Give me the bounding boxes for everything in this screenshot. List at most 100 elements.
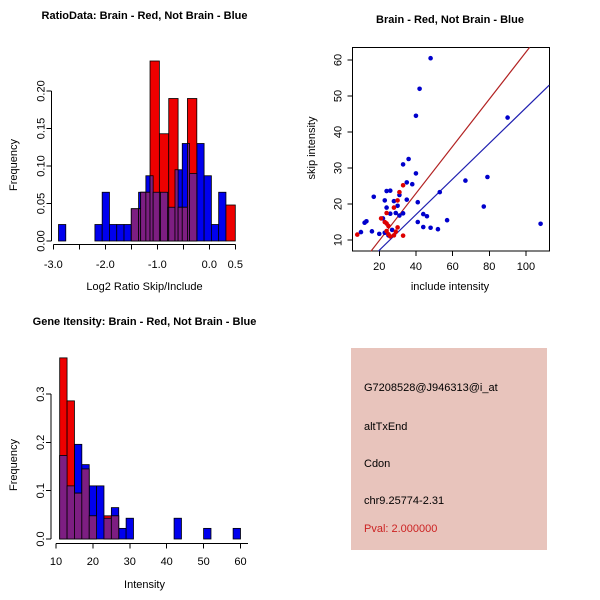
brain-fit-line [370, 47, 531, 252]
scatter-point [415, 219, 421, 225]
scatter-point [354, 232, 360, 237]
blue-bar [109, 224, 118, 242]
blue-bar [173, 517, 182, 540]
scatter-point [393, 210, 399, 216]
y-tick-label: 60 [332, 54, 344, 66]
gene-histogram-plot: 0.0 0.1 0.2 0.3 10 20 30 40 50 60 [35, 357, 248, 568]
x-tick-label: 30 [124, 556, 136, 568]
overlap-bar [74, 492, 83, 540]
scatter-point [376, 231, 382, 237]
ratio-histogram-plot: 0.00 0.05 0.10 0.15 0.20 -3.0 -2.0 -1.0 0.0 0.5 [36, 60, 243, 271]
scatter-point [378, 216, 384, 221]
scatter-point [389, 227, 395, 233]
blue-bar [116, 224, 125, 242]
scatter-point [391, 198, 397, 204]
scatter-point [382, 198, 388, 203]
event-type-text: altTxEnd [364, 421, 408, 433]
overlap-bar [145, 191, 151, 242]
ratio-histogram-xlabel: Log2 Ratio Skip/Include [86, 281, 203, 293]
scatter-point [481, 204, 487, 209]
x-tick-label: 0.5 [228, 259, 243, 271]
x-tick-label: 0.0 [202, 259, 217, 271]
scatter-point [463, 178, 468, 183]
scatter-point [387, 234, 393, 239]
scatter-point [415, 199, 421, 205]
scatter-point [400, 182, 406, 188]
scatter-point [404, 197, 410, 202]
scatter-point [369, 229, 375, 234]
scatter-point [384, 188, 389, 194]
overlap-bar [174, 169, 179, 242]
info-box: G7208528@J946313@i_at altTxEnd Cdon chr9… [351, 348, 547, 550]
blue-bar [96, 485, 105, 540]
scatter-point [395, 198, 400, 203]
y-tick-label: 0.0 [35, 531, 47, 546]
scatter-point [400, 162, 406, 167]
scatter-point [437, 189, 443, 195]
overlap-bar [88, 515, 97, 540]
plot-box [351, 46, 550, 252]
ratio-histogram-title: RatioData: Brain - Red, Not Brain - Blue [41, 10, 248, 22]
gene-histogram-xlabel: Intensity [124, 579, 165, 591]
blue-bar [123, 224, 132, 242]
blue-bar [118, 527, 127, 540]
overlap-bar [149, 175, 154, 242]
overlap-bar [103, 517, 112, 540]
scatter-point [400, 233, 406, 238]
overlap-bar [189, 173, 198, 242]
x-tick-label: 40 [410, 261, 422, 273]
scatter-point [384, 205, 389, 210]
scatter-point [397, 189, 402, 195]
x-tick-label: 80 [483, 261, 495, 273]
x-tick-label: 60 [234, 556, 246, 568]
ratio-histogram-panel: RatioData: Brain - Red, Not Brain - Blue… [0, 0, 300, 300]
blue-bar [232, 527, 241, 540]
scatter-point [409, 181, 415, 187]
overlap-bar [81, 468, 90, 540]
gene-histogram-panel: Gene Itensity: Brain - Red, Not Brain - … [0, 300, 300, 600]
scatter-point [428, 225, 433, 231]
overlap-bar [152, 191, 160, 242]
red-bar [225, 204, 236, 242]
scatter-point [395, 225, 400, 230]
scatter-point [428, 55, 433, 61]
y-tick-label: 20 [332, 198, 344, 210]
gene-histogram-title: Gene Itensity: Brain - Red, Not Brain - … [32, 316, 257, 328]
probe-id-text: G7208528@J946313@i_at [364, 382, 498, 394]
overlap-bar [110, 515, 120, 540]
scatter-point [404, 180, 410, 185]
y-tick-label: 50 [332, 90, 344, 102]
x-tick-label: 10 [50, 556, 62, 568]
scatter-point [386, 223, 391, 229]
scatter-point [538, 221, 543, 227]
x-tick-label: 60 [446, 261, 458, 273]
scatter-point [371, 194, 377, 200]
scatter-point [406, 156, 411, 162]
scatter-point [387, 211, 393, 217]
y-tick-label: 0.00 [36, 230, 48, 251]
blue-bar [196, 143, 205, 242]
scatter-point [358, 229, 364, 235]
y-tick-label: 0.3 [35, 386, 47, 401]
scatter-point [391, 233, 397, 238]
overlap-bar [140, 191, 147, 242]
blue-bar [218, 191, 227, 242]
scatter-xlabel: include intensity [410, 281, 490, 293]
scatter-point [420, 211, 426, 217]
scatter-point [505, 115, 510, 120]
scatter-plot: 20 40 60 80 100 10 20 30 40 50 60 [332, 46, 550, 273]
y-tick-label: 30 [332, 162, 344, 174]
y-tick-label: 0.20 [36, 80, 48, 101]
blue-bar [203, 175, 212, 242]
scatter-point [417, 86, 422, 92]
overlap-bar [181, 206, 188, 242]
overlap-bar [177, 206, 183, 242]
y-tick-label: 0.05 [36, 193, 48, 214]
overlap-bar [130, 208, 139, 242]
scatter-point [420, 224, 426, 230]
x-tick-label: 20 [87, 556, 99, 568]
scatter-point [444, 217, 450, 223]
scatter-point [395, 203, 400, 209]
x-tick-label: 50 [197, 556, 209, 568]
